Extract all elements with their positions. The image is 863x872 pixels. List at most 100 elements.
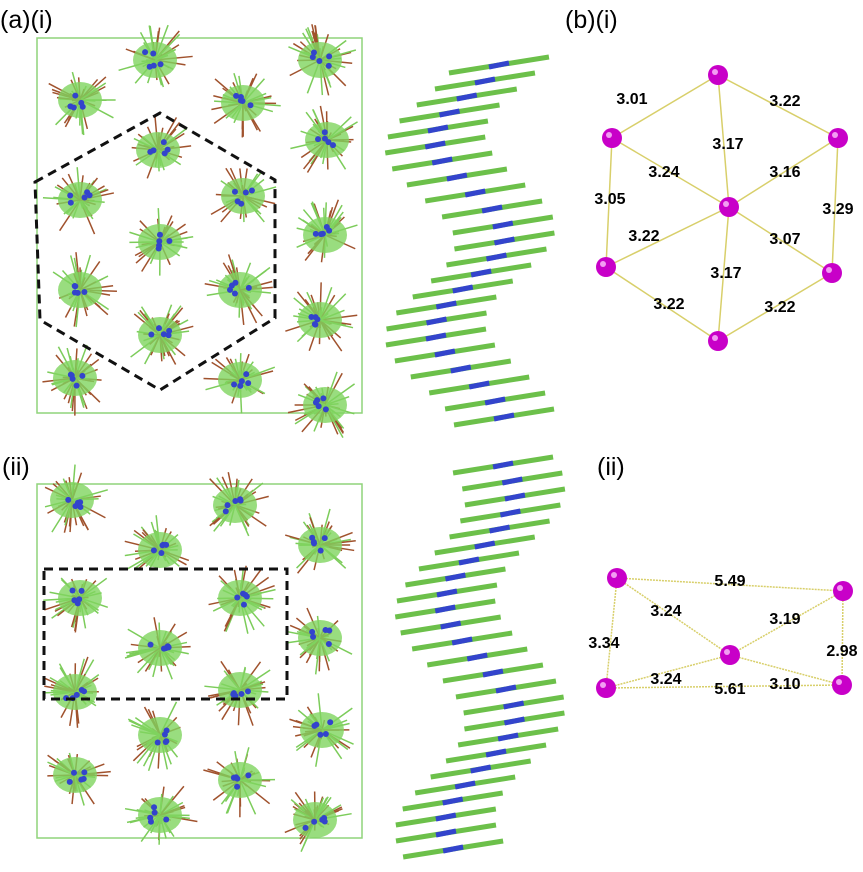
nitrogen	[234, 783, 241, 790]
stacked-core	[503, 716, 525, 726]
nitrogen	[163, 727, 170, 734]
core	[218, 672, 262, 708]
nitrogen	[243, 371, 250, 378]
molecules	[42, 24, 566, 860]
distance-label: 3.07	[769, 231, 800, 248]
core	[218, 272, 262, 308]
nitrogen	[161, 150, 168, 157]
stacked-core	[439, 108, 461, 118]
atom-highlight	[712, 335, 718, 341]
nitrogen	[72, 92, 79, 99]
bond	[616, 577, 731, 656]
nitrogen	[81, 194, 88, 201]
nitrogen	[325, 641, 332, 648]
nitrogen	[231, 188, 238, 195]
nitrogen	[160, 139, 167, 146]
atom-highlight	[837, 585, 843, 591]
core	[53, 674, 97, 710]
atom-highlight	[600, 682, 606, 688]
nitrogen	[147, 148, 154, 155]
stacked-core	[442, 796, 464, 806]
bond	[605, 684, 843, 689]
distance-label: 2.98	[826, 643, 857, 660]
stacked-core	[474, 540, 496, 550]
nitrogen	[65, 496, 72, 503]
core	[213, 487, 257, 523]
dashed-rectangle	[42, 567, 289, 701]
distance-label: 3.34	[588, 635, 619, 652]
distance-label: 3.22	[628, 228, 659, 245]
core	[303, 387, 347, 423]
stacked-core	[481, 204, 503, 214]
distance-label: 3.10	[769, 676, 800, 693]
nitrogen	[232, 279, 239, 286]
nitrogen	[245, 772, 252, 779]
stacked-core	[440, 620, 462, 630]
unit-cell	[36, 483, 363, 839]
atom-highlight	[724, 649, 730, 655]
bond	[611, 74, 719, 139]
atom-highlight	[712, 69, 718, 75]
atom	[822, 263, 842, 283]
stacked-core	[504, 492, 526, 502]
nitrogen	[237, 496, 244, 503]
stacked-core	[493, 412, 515, 422]
nitrogen	[166, 237, 173, 244]
nitrogen	[156, 231, 163, 238]
nitrogen	[162, 739, 169, 746]
stacked-core	[485, 252, 507, 262]
distance-label: 3.29	[822, 201, 853, 218]
atom	[607, 568, 627, 588]
nitrogen	[150, 62, 157, 69]
nitrogen	[238, 690, 245, 697]
nitrogen	[231, 290, 238, 297]
stacked-core	[497, 732, 519, 742]
nitrogen	[317, 731, 324, 738]
bond	[717, 206, 730, 342]
nitrogen	[158, 550, 165, 557]
nitrogen	[155, 325, 162, 332]
nitrogen	[151, 804, 158, 811]
bond	[616, 577, 844, 592]
bond	[717, 74, 839, 139]
stacked-core	[488, 60, 510, 70]
bond	[605, 266, 719, 342]
atom	[596, 257, 616, 277]
bond	[611, 137, 730, 208]
stacked-core	[492, 460, 514, 470]
nitrogen	[73, 691, 80, 698]
distance-label: 3.22	[769, 93, 800, 110]
stacked-core	[474, 76, 496, 86]
stacked-core	[436, 588, 458, 598]
panel-label: (ii)	[597, 453, 625, 481]
nitrogen	[310, 633, 317, 640]
nitrogen	[322, 406, 329, 413]
nitrogen	[232, 498, 239, 505]
nitrogen	[77, 504, 84, 511]
distance-label: 3.24	[650, 603, 681, 620]
stacked-core	[452, 284, 474, 294]
stacked-core	[444, 572, 466, 582]
nitrogen	[78, 687, 85, 694]
panel-label: (a)(i)	[0, 6, 53, 34]
atom-highlight	[832, 132, 838, 138]
nitrogen	[245, 380, 252, 387]
nitrogen	[78, 587, 85, 594]
bond	[605, 577, 618, 689]
distance-label: 3.24	[650, 671, 681, 688]
nitrogen	[163, 816, 170, 823]
nitrogen	[165, 644, 172, 651]
nitrogen	[156, 242, 163, 249]
nitrogen	[72, 283, 79, 290]
bond	[729, 590, 844, 656]
atom	[832, 675, 852, 695]
bond	[717, 74, 730, 208]
nitrogen	[326, 627, 333, 634]
nitrogen	[224, 502, 231, 509]
distance-label: 3.19	[769, 611, 800, 628]
nitrogen	[142, 49, 149, 56]
nitrogen	[238, 200, 245, 207]
nitrogen	[242, 189, 249, 196]
atom-highlight	[606, 132, 612, 138]
nitrogen	[330, 142, 337, 149]
